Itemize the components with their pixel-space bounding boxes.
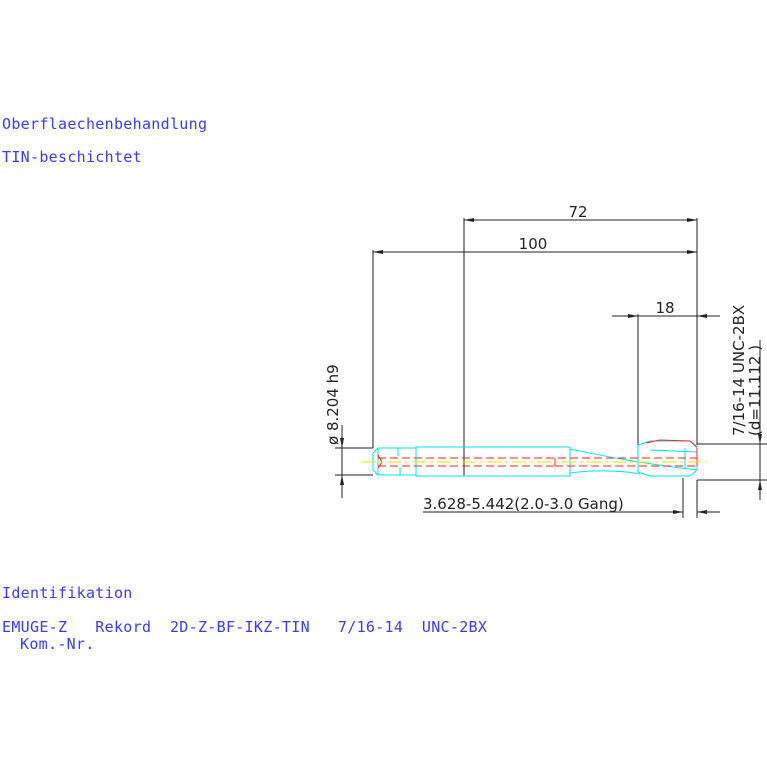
kom-nr-label: Kom.-Nr. <box>20 635 95 653</box>
dim-text-18: 18 <box>655 299 674 317</box>
dim-text-shank-diameter: ø 8.204 h9 <box>324 364 342 445</box>
dim-text-chamfer: 3.628-5.442(2.0-3.0 Gang) <box>423 495 624 513</box>
surface-treatment-label: Oberflaechenbehandlung <box>2 115 208 133</box>
dimension-lines <box>340 218 762 514</box>
extension-lines <box>335 218 767 518</box>
dim-text-thread-spec: 7/16-14 UNC-2BX <box>730 305 748 436</box>
dim-text-72: 72 <box>568 203 587 221</box>
coolant-bore-hidden-lines <box>377 439 698 469</box>
dim-text-thread-diameter: (d=11.112 ) <box>746 345 764 436</box>
dim-text-100: 100 <box>519 235 548 253</box>
identification-label: Identifikation <box>2 584 133 602</box>
surface-treatment-value: TIN-beschichtet <box>2 148 142 166</box>
identification-value: EMUGE-Z Rekord 2D-Z-BF-IKZ-TIN 7/16-14 U… <box>2 618 488 636</box>
